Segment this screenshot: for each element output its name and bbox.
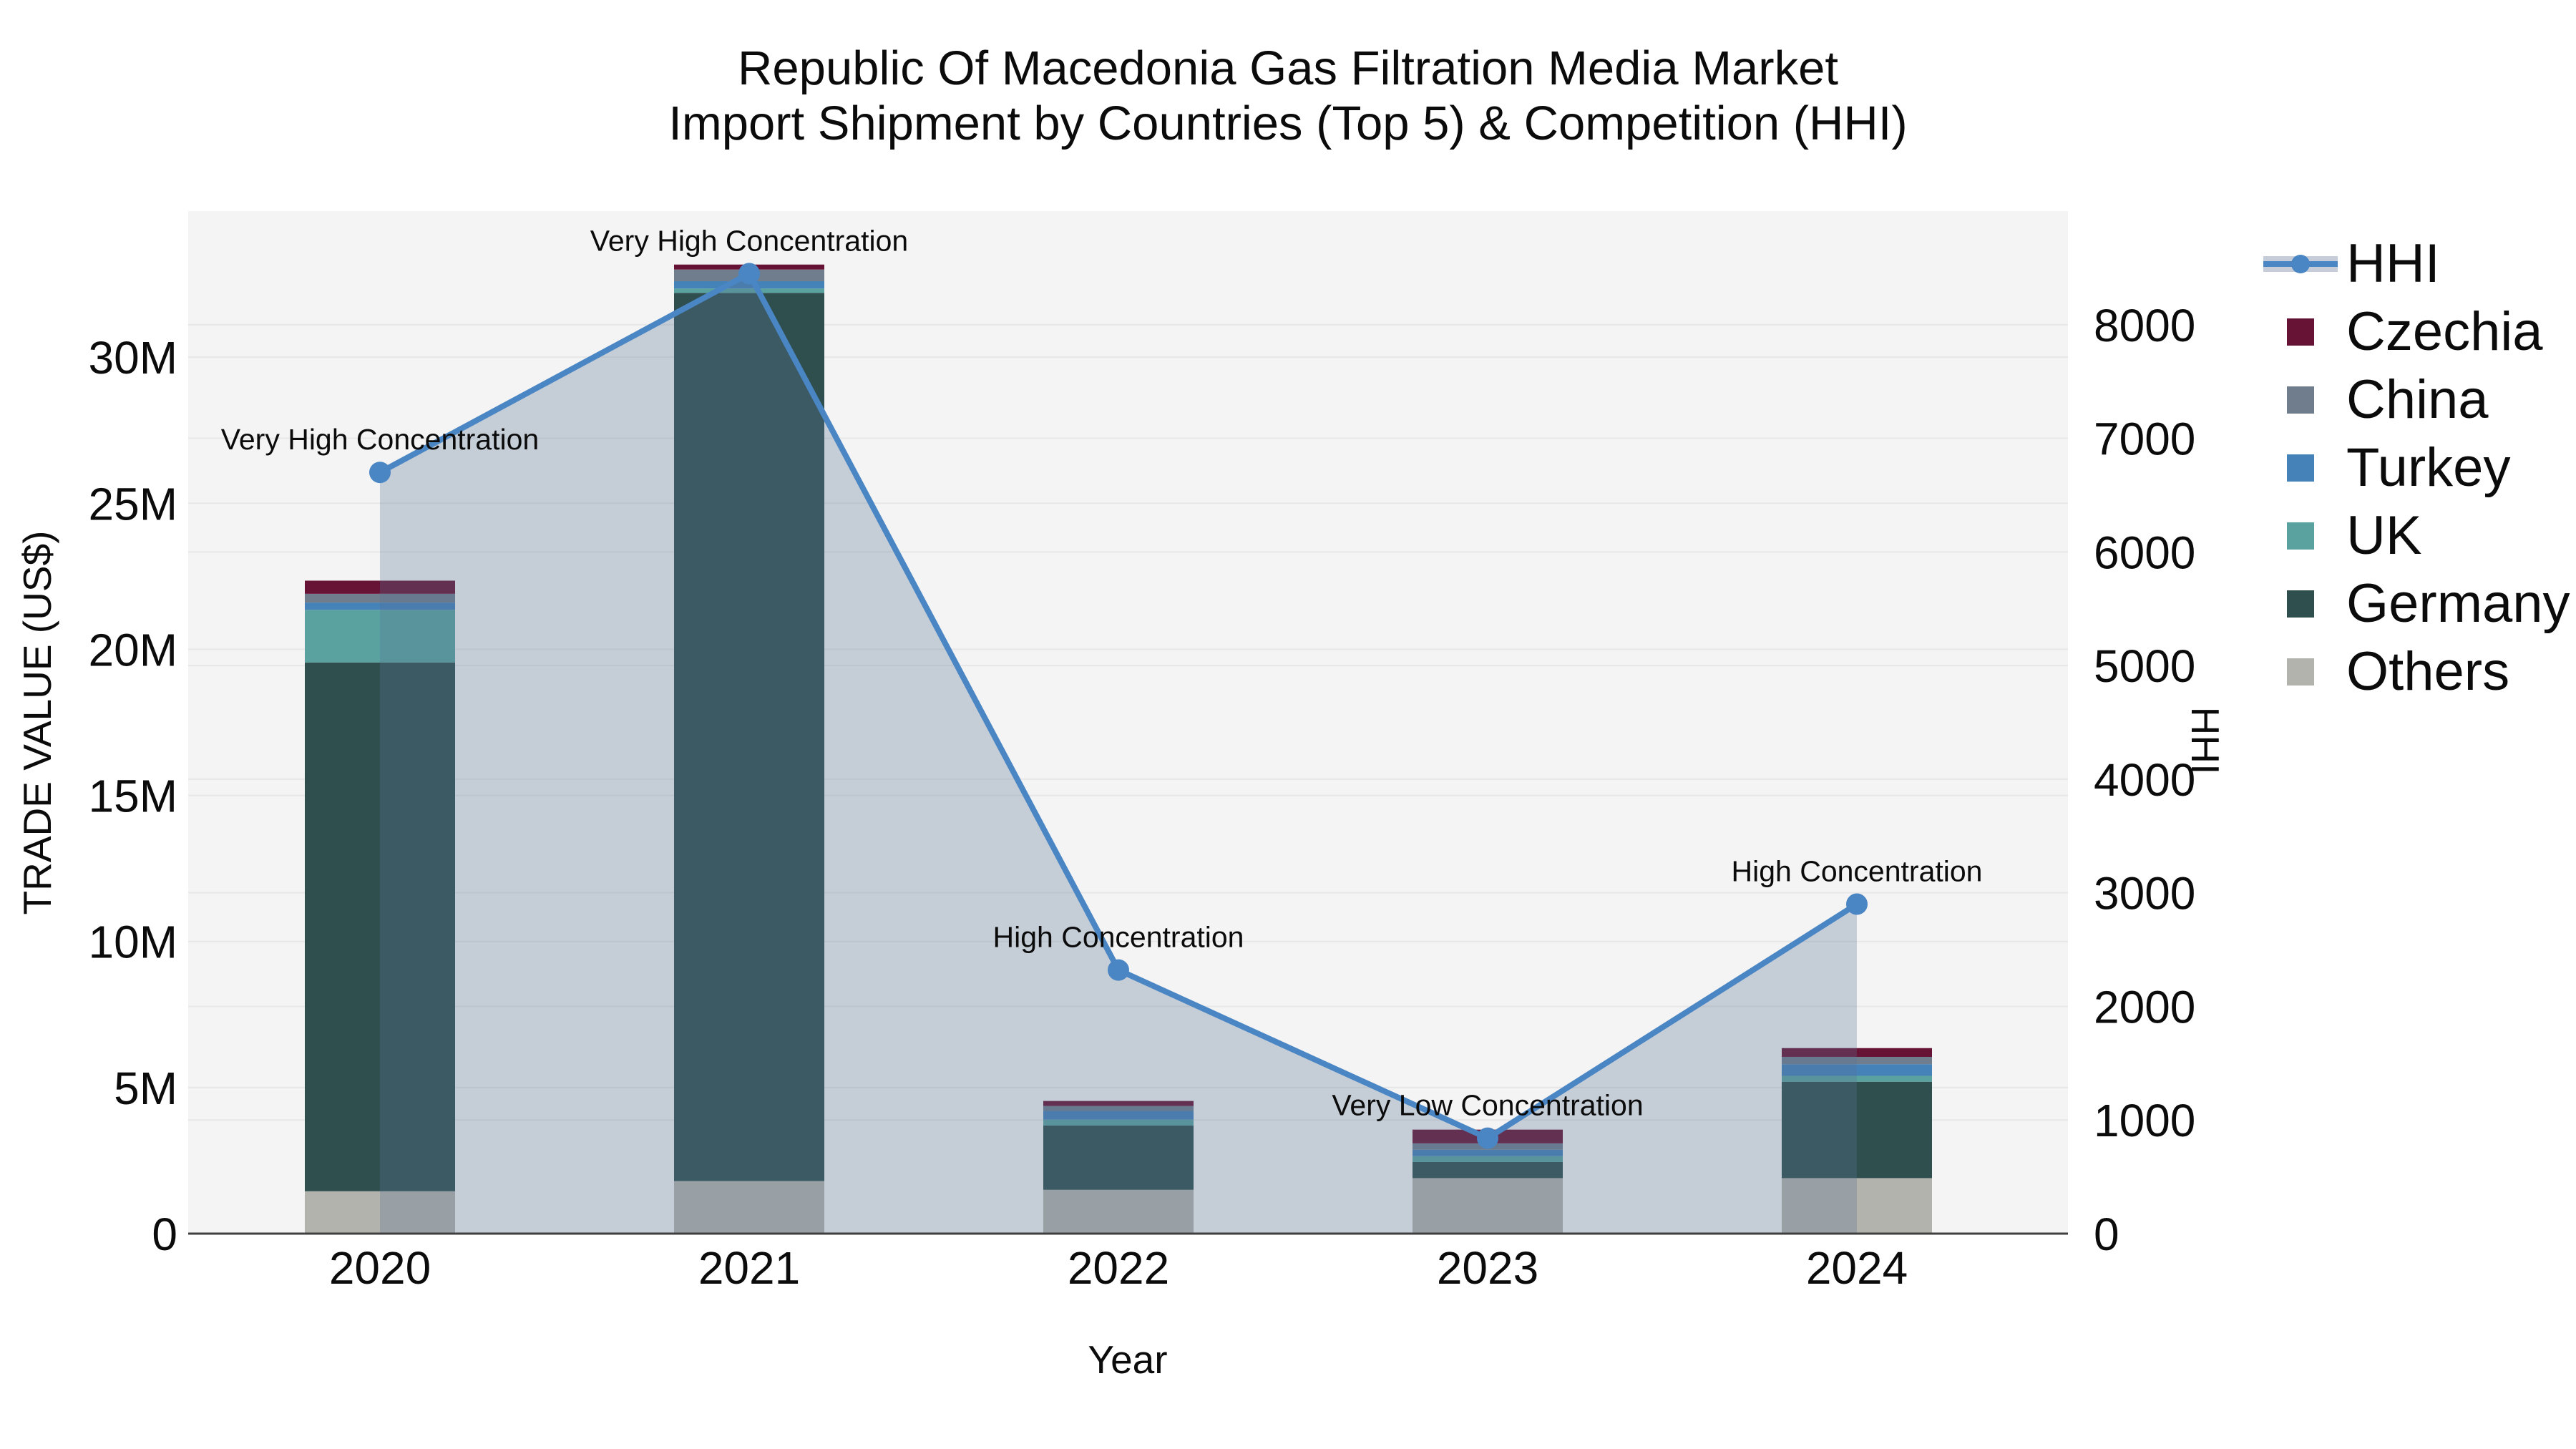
bar-segment-germany-2020 [305,662,455,1191]
uk-color-swatch [2287,522,2314,550]
annotation-2022: High Concentration [993,921,1244,954]
turkey-color-swatch [2287,454,2314,482]
legend-item-germany[interactable]: Germany [2263,570,2570,638]
y-left-tick-5M: 5M [114,1063,177,1114]
legend-item-czechia[interactable]: Czechia [2263,298,2570,366]
bar-segment-turkey-2023 [1413,1149,1563,1156]
legend-item-others[interactable]: Others [2263,638,2570,706]
bar-segment-china-2024 [1782,1056,1932,1065]
czechia-color-swatch [2287,318,2314,346]
bar-segment-uk-2022 [1043,1119,1194,1126]
chart-title-line2: Import Shipment by Countries (Top 5) & C… [668,97,1908,150]
china-color-swatch [2287,386,2314,414]
uk-swatch-icon [2263,522,2338,550]
bar-segment-turkey-2021 [674,280,824,289]
legend-item-uk[interactable]: UK [2263,502,2570,570]
plot-background [188,211,2068,1234]
hhi-marker-2023 [1477,1127,1498,1149]
bar-segment-czechia-2020 [305,580,455,594]
bar-segment-turkey-2020 [305,602,455,610]
hhi-marker-2020 [369,462,391,484]
bar-segment-czechia-2024 [1782,1048,1932,1057]
bar-segment-china-2022 [1043,1106,1194,1111]
annotation-2024: High Concentration [1732,855,1983,888]
y-right-tick-4000: 4000 [2094,754,2195,806]
legend-label-czechia: Czechia [2346,301,2543,362]
y-left-tick-10M: 10M [89,917,178,968]
bar-segment-germany-2023 [1413,1161,1563,1179]
y-left-tick-20M: 20M [89,624,178,675]
legend-label-germany: Germany [2346,573,2570,634]
y-right-tick-3000: 3000 [2094,868,2195,919]
legend-item-turkey[interactable]: Turkey [2263,434,2570,502]
legend-item-china[interactable]: China [2263,366,2570,434]
hhi-area-fill [380,273,1857,1234]
y-left-tick-0: 0 [152,1209,177,1260]
legend-label-hhi: HHI [2346,233,2440,294]
others-color-swatch [2287,658,2314,686]
bar-segment-uk-2021 [674,288,824,293]
x-tick-2023: 2023 [1437,1242,1538,1294]
y-left-tick-25M: 25M [89,478,178,530]
bar-segment-others-2021 [674,1181,824,1234]
hhi-line-icon [2263,250,2338,278]
bar-segment-germany-2024 [1782,1081,1932,1179]
turkey-swatch-icon [2263,454,2338,482]
hhi-marker-2022 [1108,959,1129,981]
y-right-tick-6000: 6000 [2094,527,2195,578]
annotation-2021: Very High Concentration [590,224,908,257]
bar-segment-others-2024 [1782,1178,1932,1234]
legend-label-turkey: Turkey [2346,437,2511,498]
x-tick-2022: 2022 [1068,1242,1169,1294]
y-right-tick-1000: 1000 [2094,1095,2195,1146]
legend-label-uk: UK [2346,505,2422,566]
china-swatch-icon [2263,386,2338,414]
annotation-2020: Very High Concentration [221,423,539,456]
bar-segment-turkey-2022 [1043,1111,1194,1120]
legend-label-china: China [2346,369,2489,430]
y-axis-title-right: HHI [2183,706,2228,775]
bar-segment-germany-2022 [1043,1125,1194,1190]
chart-title: Republic Of Macedonia Gas Filtration Med… [668,41,1907,151]
chart-title-line1: Republic Of Macedonia Gas Filtration Med… [738,42,1838,95]
x-tick-2024: 2024 [1806,1242,1908,1294]
bar-segment-others-2020 [305,1191,455,1234]
y-right-tick-7000: 7000 [2094,414,2195,465]
bar-segment-others-2023 [1413,1178,1563,1234]
germany-color-swatch [2287,590,2314,618]
bar-segment-uk-2020 [305,610,455,663]
bar-segment-czechia-2022 [1043,1101,1194,1106]
y-right-tick-8000: 8000 [2094,300,2195,351]
legend: HHI Czechia China Turkey UK Germany Others [2263,230,2570,706]
bar-segment-germany-2021 [674,293,824,1181]
czechia-swatch-icon [2263,318,2338,346]
hhi-marker-2021 [738,263,760,285]
y-left-tick-30M: 30M [89,332,178,384]
x-tick-2020: 2020 [329,1242,431,1294]
legend-label-others: Others [2346,641,2510,702]
bar-segment-turkey-2024 [1782,1064,1932,1076]
y-right-tick-2000: 2000 [2094,981,2195,1033]
y-left-tick-15M: 15M [89,771,178,822]
y-right-tick-0: 0 [2094,1209,2119,1260]
hhi-marker-2024 [1846,893,1868,915]
y-axis-title-left: TRADE VALUE (US$) [15,530,59,915]
bar-segment-others-2022 [1043,1189,1194,1234]
y-right-tick-5000: 5000 [2094,640,2195,692]
annotation-2023: Very Low Concentration [1332,1089,1643,1122]
bar-segment-china-2020 [305,593,455,603]
germany-swatch-icon [2263,590,2338,618]
others-swatch-icon [2263,658,2338,686]
bar-segment-uk-2024 [1782,1075,1932,1082]
legend-item-hhi[interactable]: HHI [2263,230,2570,298]
x-tick-2021: 2021 [698,1242,800,1294]
x-axis-title: Year [1088,1337,1168,1382]
bar-segment-uk-2023 [1413,1156,1563,1162]
